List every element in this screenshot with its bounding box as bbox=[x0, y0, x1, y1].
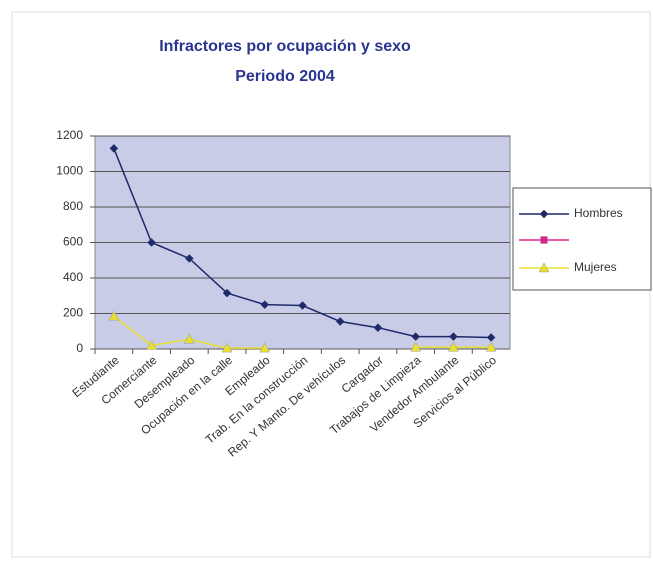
data-point bbox=[147, 238, 156, 247]
data-point bbox=[298, 301, 307, 310]
data-point bbox=[411, 332, 421, 341]
data-point bbox=[485, 341, 497, 352]
y-tick-label: 400 bbox=[63, 270, 83, 284]
data-point bbox=[146, 339, 158, 350]
chart-subtitle: Periodo 2004 bbox=[235, 68, 335, 85]
data-point bbox=[184, 254, 194, 263]
data-point bbox=[486, 333, 496, 342]
data-point bbox=[373, 323, 383, 333]
legend-marker bbox=[538, 262, 550, 273]
data-point bbox=[447, 341, 459, 352]
data-point bbox=[183, 333, 195, 344]
y-tick-label: 200 bbox=[63, 306, 83, 320]
legend-marker bbox=[540, 236, 548, 244]
y-tick-label: 800 bbox=[63, 199, 83, 213]
chart-title: Infractores por ocupación y sexo bbox=[159, 38, 411, 55]
y-tick-label: 0 bbox=[76, 341, 83, 355]
data-point bbox=[260, 300, 270, 309]
data-point bbox=[449, 332, 458, 341]
y-tick-label: 600 bbox=[63, 235, 83, 249]
data-point bbox=[410, 341, 422, 352]
data-point bbox=[108, 310, 120, 321]
legend bbox=[512, 187, 652, 291]
data-point bbox=[109, 144, 119, 153]
data-point bbox=[335, 317, 345, 326]
legend-marker bbox=[539, 209, 549, 219]
data-point bbox=[221, 342, 233, 353]
y-tick-label: 1200 bbox=[56, 128, 83, 142]
data-point bbox=[222, 288, 232, 298]
legend-label: Hombres bbox=[574, 206, 623, 220]
data-point bbox=[259, 342, 271, 353]
y-tick-label: 1000 bbox=[56, 164, 83, 178]
legend-label: Mujeres bbox=[574, 260, 617, 274]
